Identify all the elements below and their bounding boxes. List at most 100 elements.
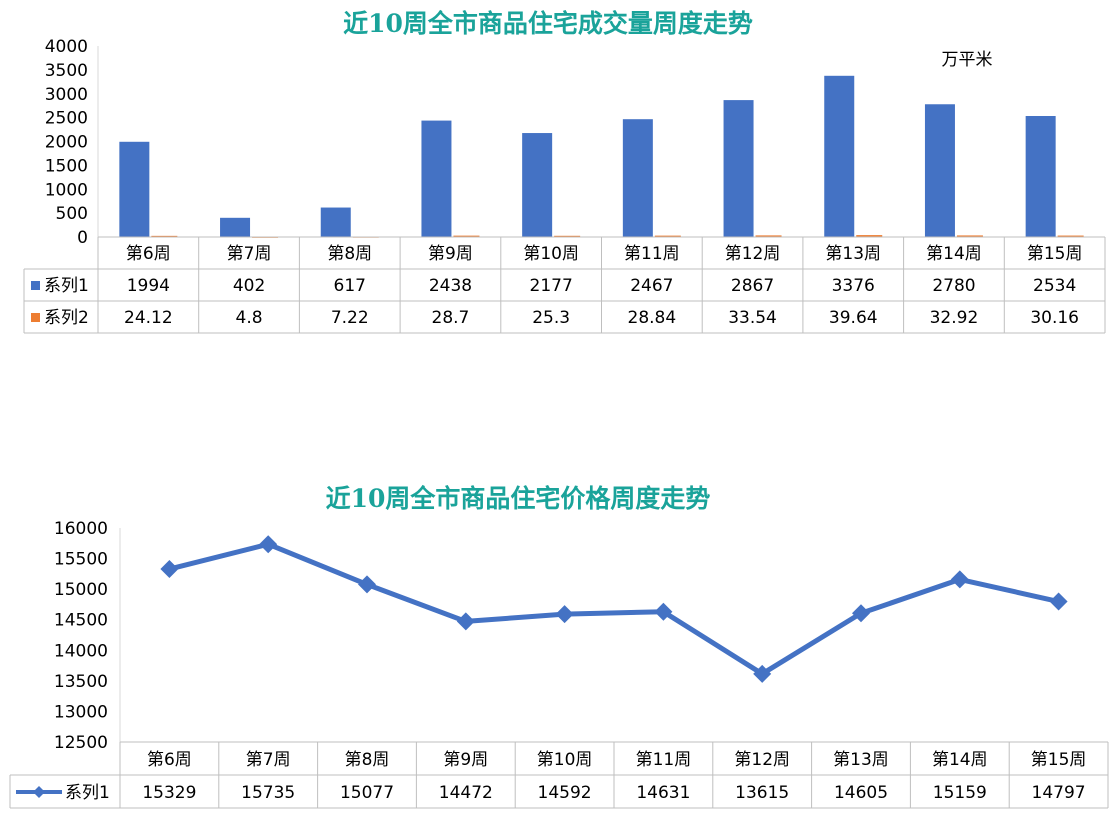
bar xyxy=(220,217,251,237)
data-point xyxy=(358,575,376,594)
y-tick-label: 15500 xyxy=(54,550,108,570)
data-value: 14472 xyxy=(439,783,493,803)
category-label: 第12周 xyxy=(734,750,790,770)
data-point xyxy=(259,535,278,554)
bar xyxy=(421,120,452,237)
bar xyxy=(956,235,983,237)
data-value: 617 xyxy=(334,276,366,296)
data-value: 2177 xyxy=(530,276,573,296)
data-value: 7.22 xyxy=(331,308,369,328)
category-label: 第7周 xyxy=(227,244,272,264)
category-label: 第10周 xyxy=(537,750,593,770)
category-label: 第8周 xyxy=(345,750,390,770)
data-value: 14797 xyxy=(1032,783,1086,803)
y-tick-label: 0 xyxy=(77,228,88,248)
data-value: 14631 xyxy=(636,783,690,803)
volume-chart: 近10周全市商品住宅成交量周度走势 万平米 0 500 1000 1500 2000 25… xyxy=(23,9,1106,334)
y-tick-label: 13500 xyxy=(54,672,108,692)
line-series xyxy=(160,535,1068,683)
data-point xyxy=(160,560,179,579)
data-value: 28.7 xyxy=(432,308,470,328)
bar xyxy=(755,235,782,237)
bar xyxy=(151,235,178,237)
category-label: 第8周 xyxy=(327,244,372,264)
y-tick-label: 16000 xyxy=(54,519,108,539)
data-value: 15735 xyxy=(241,783,295,803)
unit-label: 万平米 xyxy=(942,50,993,70)
y-tick-label: 12500 xyxy=(54,733,108,753)
y-tick-label: 3500 xyxy=(45,61,88,81)
data-value: 14592 xyxy=(538,783,592,803)
bar xyxy=(522,133,553,237)
data-point xyxy=(852,604,870,623)
category-label: 第9周 xyxy=(443,750,488,770)
series-name: 系列2 xyxy=(44,308,89,328)
legend-key xyxy=(31,281,40,290)
y-tick-label: 3000 xyxy=(45,85,88,105)
bar xyxy=(723,100,754,237)
bar xyxy=(119,141,150,237)
series-name: 系列1 xyxy=(44,276,89,296)
legend-key xyxy=(31,313,40,322)
y-tick-label: 500 xyxy=(56,204,88,224)
data-value: 39.64 xyxy=(829,308,878,328)
series-name: 系列1 xyxy=(65,783,110,803)
bar xyxy=(1057,235,1084,237)
bar xyxy=(856,235,883,237)
category-label: 第7周 xyxy=(246,750,291,770)
category-label: 第6周 xyxy=(147,750,192,770)
data-point xyxy=(753,664,772,683)
data-value: 30.16 xyxy=(1030,308,1079,328)
y-tick-label: 15000 xyxy=(54,580,108,600)
category-label: 第10周 xyxy=(523,244,579,264)
data-value: 32.92 xyxy=(930,308,979,328)
data-point xyxy=(654,602,673,621)
y-axis: 0 500 1000 1500 2000 2500 3000 3500 4000 xyxy=(45,37,99,248)
legend-marker xyxy=(33,786,45,798)
category-label: 第14周 xyxy=(926,244,982,264)
data-value: 2438 xyxy=(429,276,472,296)
data-value: 2780 xyxy=(932,276,975,296)
y-tick-label: 13000 xyxy=(54,702,108,722)
bar xyxy=(824,75,855,238)
category-label: 第6周 xyxy=(126,244,171,264)
data-value: 2467 xyxy=(630,276,673,296)
data-value: 14605 xyxy=(834,783,888,803)
data-point xyxy=(950,570,969,589)
bar xyxy=(924,104,955,237)
data-value: 2867 xyxy=(731,276,774,296)
data-value: 33.54 xyxy=(728,308,777,328)
data-value: 24.12 xyxy=(124,308,173,328)
data-value: 25.3 xyxy=(532,308,570,328)
price-chart: 近10周全市商品住宅价格周度走势 12500 13000 13500 14000 145… xyxy=(9,484,1109,809)
data-value: 2534 xyxy=(1033,276,1076,296)
y-tick-label: 14000 xyxy=(54,641,108,661)
y-tick-label: 1000 xyxy=(45,180,88,200)
category-label: 第13周 xyxy=(833,750,889,770)
category-label: 第15周 xyxy=(1031,750,1087,770)
data-point xyxy=(1049,592,1068,611)
category-label: 第15周 xyxy=(1027,244,1083,264)
data-value: 402 xyxy=(233,276,265,296)
bar xyxy=(1025,116,1056,237)
category-label: 第12周 xyxy=(725,244,781,264)
bar xyxy=(554,235,581,237)
data-point xyxy=(456,612,475,631)
category-label: 第11周 xyxy=(636,750,692,770)
data-value: 4.8 xyxy=(236,308,263,328)
data-value: 15329 xyxy=(142,783,196,803)
bar xyxy=(654,235,681,237)
data-value: 15077 xyxy=(340,783,394,803)
y-tick-label: 14500 xyxy=(54,611,108,631)
y-tick-label: 4000 xyxy=(45,37,88,57)
data-value: 1994 xyxy=(127,276,170,296)
bar-series xyxy=(119,75,1084,238)
bar xyxy=(320,207,351,237)
category-label: 第11周 xyxy=(624,244,680,264)
bar xyxy=(453,235,480,237)
y-tick-label: 2500 xyxy=(45,109,88,129)
y-tick-label: 1500 xyxy=(45,156,88,176)
